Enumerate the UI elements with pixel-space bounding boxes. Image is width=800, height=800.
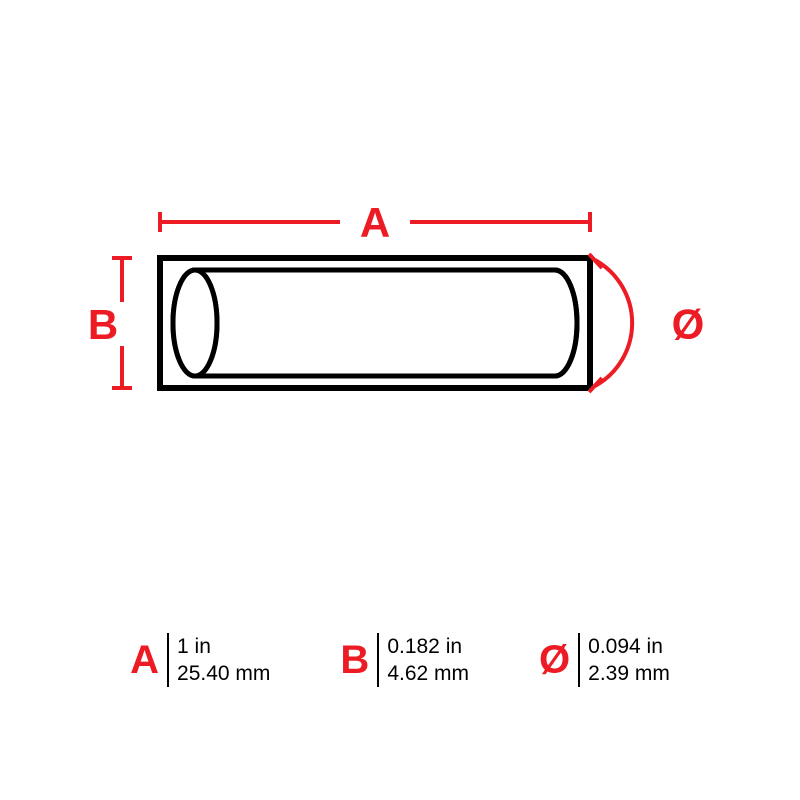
legend-value-in: 1 in [177,633,270,660]
dimension-d-label: Ø [672,301,705,348]
legend-letter: Ø [539,638,570,683]
dimension-b-label: B [88,301,118,348]
legend-value-mm: 2.39 mm [588,660,670,687]
legend-value-mm: 4.62 mm [387,660,469,687]
legend-divider [578,633,580,687]
legend-value-in: 0.094 in [588,633,670,660]
legend-divider [167,633,169,687]
dimension-a: A [160,199,590,246]
legend-item-b: B 0.182 in 4.62 mm [340,633,469,688]
dimension-a-label: A [360,199,390,246]
legend-divider [377,633,379,687]
legend-value-mm: 25.40 mm [177,660,270,687]
legend-item-d: Ø 0.094 in 2.39 mm [539,633,670,688]
legend-letter: A [130,638,159,683]
legend-value-in: 0.182 in [387,633,469,660]
legend-item-a: A 1 in 25.40 mm [130,633,270,688]
legend-letter: B [340,638,369,683]
dimension-diameter: Ø [589,254,704,392]
dimension-b: B [88,258,132,388]
dimension-legend: A 1 in 25.40 mm B 0.182 in 4.62 mm Ø 0.0… [0,600,800,720]
dimension-diagram: A B Ø [0,0,800,560]
